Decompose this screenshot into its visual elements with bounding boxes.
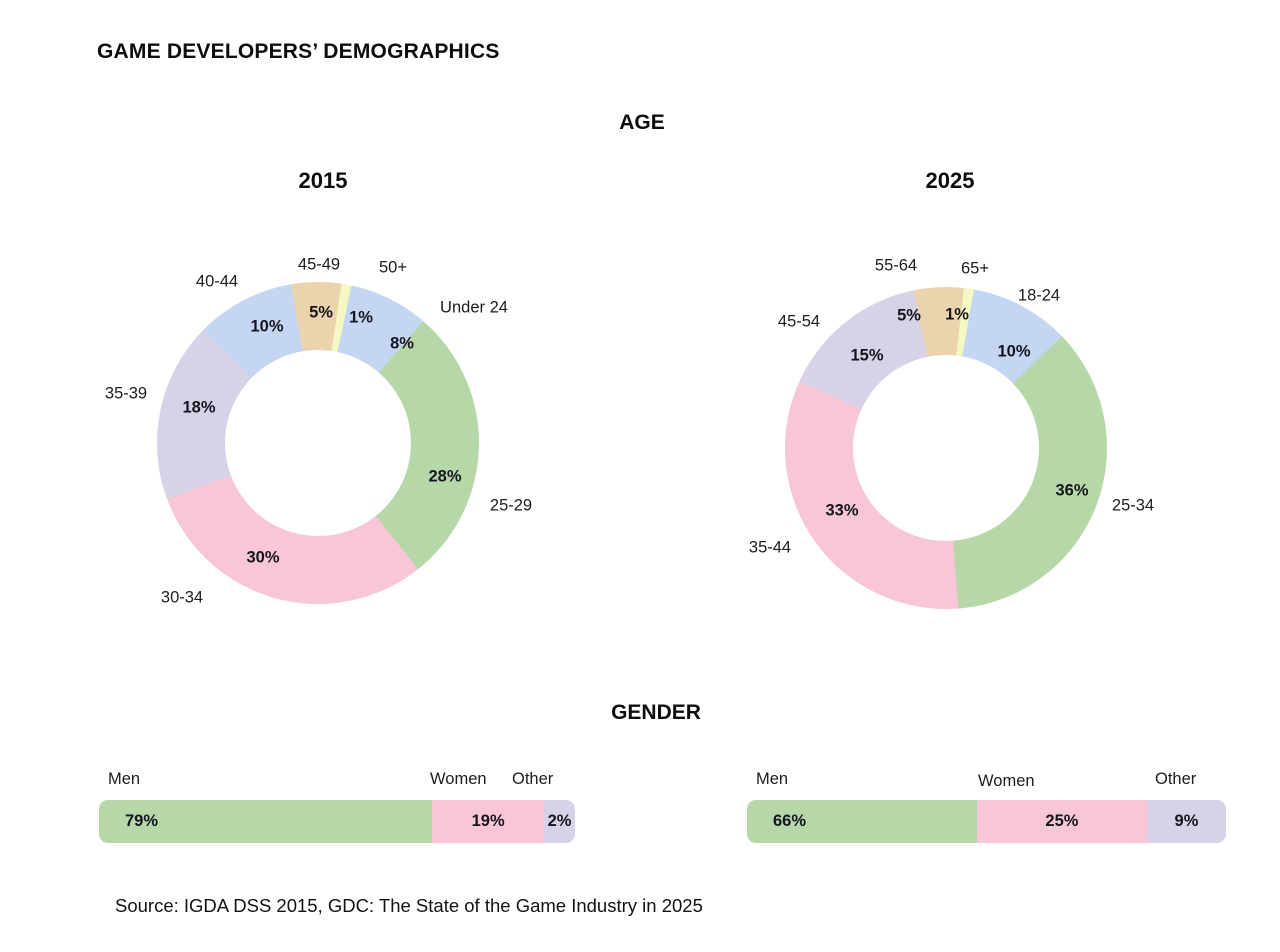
age-2015-label-40-44: 40-44 bbox=[195, 272, 239, 291]
age-2025-donut-chart: 10% 36% 33% 15% 5% 1% 18-24 25-34 35-44 … bbox=[749, 257, 1154, 609]
age-section-heading: AGE bbox=[619, 111, 665, 134]
age-2025-value-35-44: 33% bbox=[825, 501, 859, 520]
age-2015-value-under-24: 8% bbox=[390, 334, 414, 353]
age-2025-label-45-54: 45-54 bbox=[777, 312, 821, 331]
age-2015-value-35-39: 18% bbox=[182, 398, 216, 417]
age-2025-label-18-24: 18-24 bbox=[1017, 286, 1061, 305]
age-2015-label-30-34: 30-34 bbox=[160, 588, 204, 607]
age-2025-label-25-34: 25-34 bbox=[1111, 496, 1155, 515]
age-2015-label-25-29: 25-29 bbox=[489, 496, 533, 515]
gender-2015-segment-other: 2% bbox=[544, 800, 575, 843]
age-2015-label-50plus: 50+ bbox=[379, 258, 407, 277]
gender-2015-segment-women: 19% bbox=[432, 800, 545, 843]
gender-2015-segment-men: 79% bbox=[99, 800, 433, 843]
gender-2015-label-women: Women bbox=[430, 770, 487, 788]
age-2015-value-50plus: 1% bbox=[349, 308, 373, 327]
age-2015-value-25-29: 28% bbox=[428, 467, 462, 486]
gender-2025-stacked-bar: 66% 25% 9% bbox=[747, 800, 1226, 843]
age-2015-value-45-49: 5% bbox=[309, 303, 333, 322]
age-2025-value-65plus: 1% bbox=[945, 305, 969, 324]
page-title: GAME DEVELOPERS’ DEMOGRAPHICS bbox=[97, 40, 500, 63]
age-2025-label-65plus: 65+ bbox=[961, 259, 989, 278]
age-2015-chart-title: 2015 bbox=[298, 168, 348, 193]
age-2025-donut-hole bbox=[853, 355, 1039, 541]
gender-2025-label-men: Men bbox=[756, 770, 789, 788]
age-2025-chart-title: 2025 bbox=[925, 168, 975, 193]
gender-2025-label-other: Other bbox=[1155, 770, 1197, 788]
age-2025-value-25-34: 36% bbox=[1055, 481, 1089, 500]
age-2025-label-55-64: 55-64 bbox=[874, 256, 918, 275]
age-2015-label-35-39: 35-39 bbox=[104, 384, 148, 403]
gender-section-heading: GENDER bbox=[611, 701, 701, 724]
gender-2015-label-men: Men bbox=[108, 770, 141, 788]
age-2025-value-55-64: 5% bbox=[897, 306, 921, 325]
age-2025-label-35-44: 35-44 bbox=[748, 538, 792, 557]
age-2015-label-under-24: Under 24 bbox=[440, 298, 508, 317]
source-citation: Source: IGDA DSS 2015, GDC: The State of… bbox=[115, 895, 703, 916]
age-2025-value-18-24: 10% bbox=[997, 342, 1031, 361]
age-2025-value-45-54: 15% bbox=[850, 346, 884, 365]
age-2015-value-30-34: 30% bbox=[246, 548, 280, 567]
gender-2025-label-women: Women bbox=[978, 772, 1035, 790]
age-2015-donut-chart: 8% 28% 30% 18% 10% 5% 1% Under 24 25-29 … bbox=[105, 256, 532, 607]
gender-2015-stacked-bar: 79% 19% 2% bbox=[99, 800, 575, 843]
gender-2025-segment-other: 9% bbox=[1146, 800, 1226, 843]
age-2015-label-45-49: 45-49 bbox=[297, 255, 341, 274]
age-2015-donut-hole bbox=[225, 350, 411, 536]
gender-2025-segment-men: 66% bbox=[747, 800, 977, 843]
gender-2025-segment-women: 25% bbox=[976, 800, 1147, 843]
age-2015-value-40-44: 10% bbox=[250, 317, 284, 336]
gender-2015-label-other: Other bbox=[512, 770, 554, 788]
